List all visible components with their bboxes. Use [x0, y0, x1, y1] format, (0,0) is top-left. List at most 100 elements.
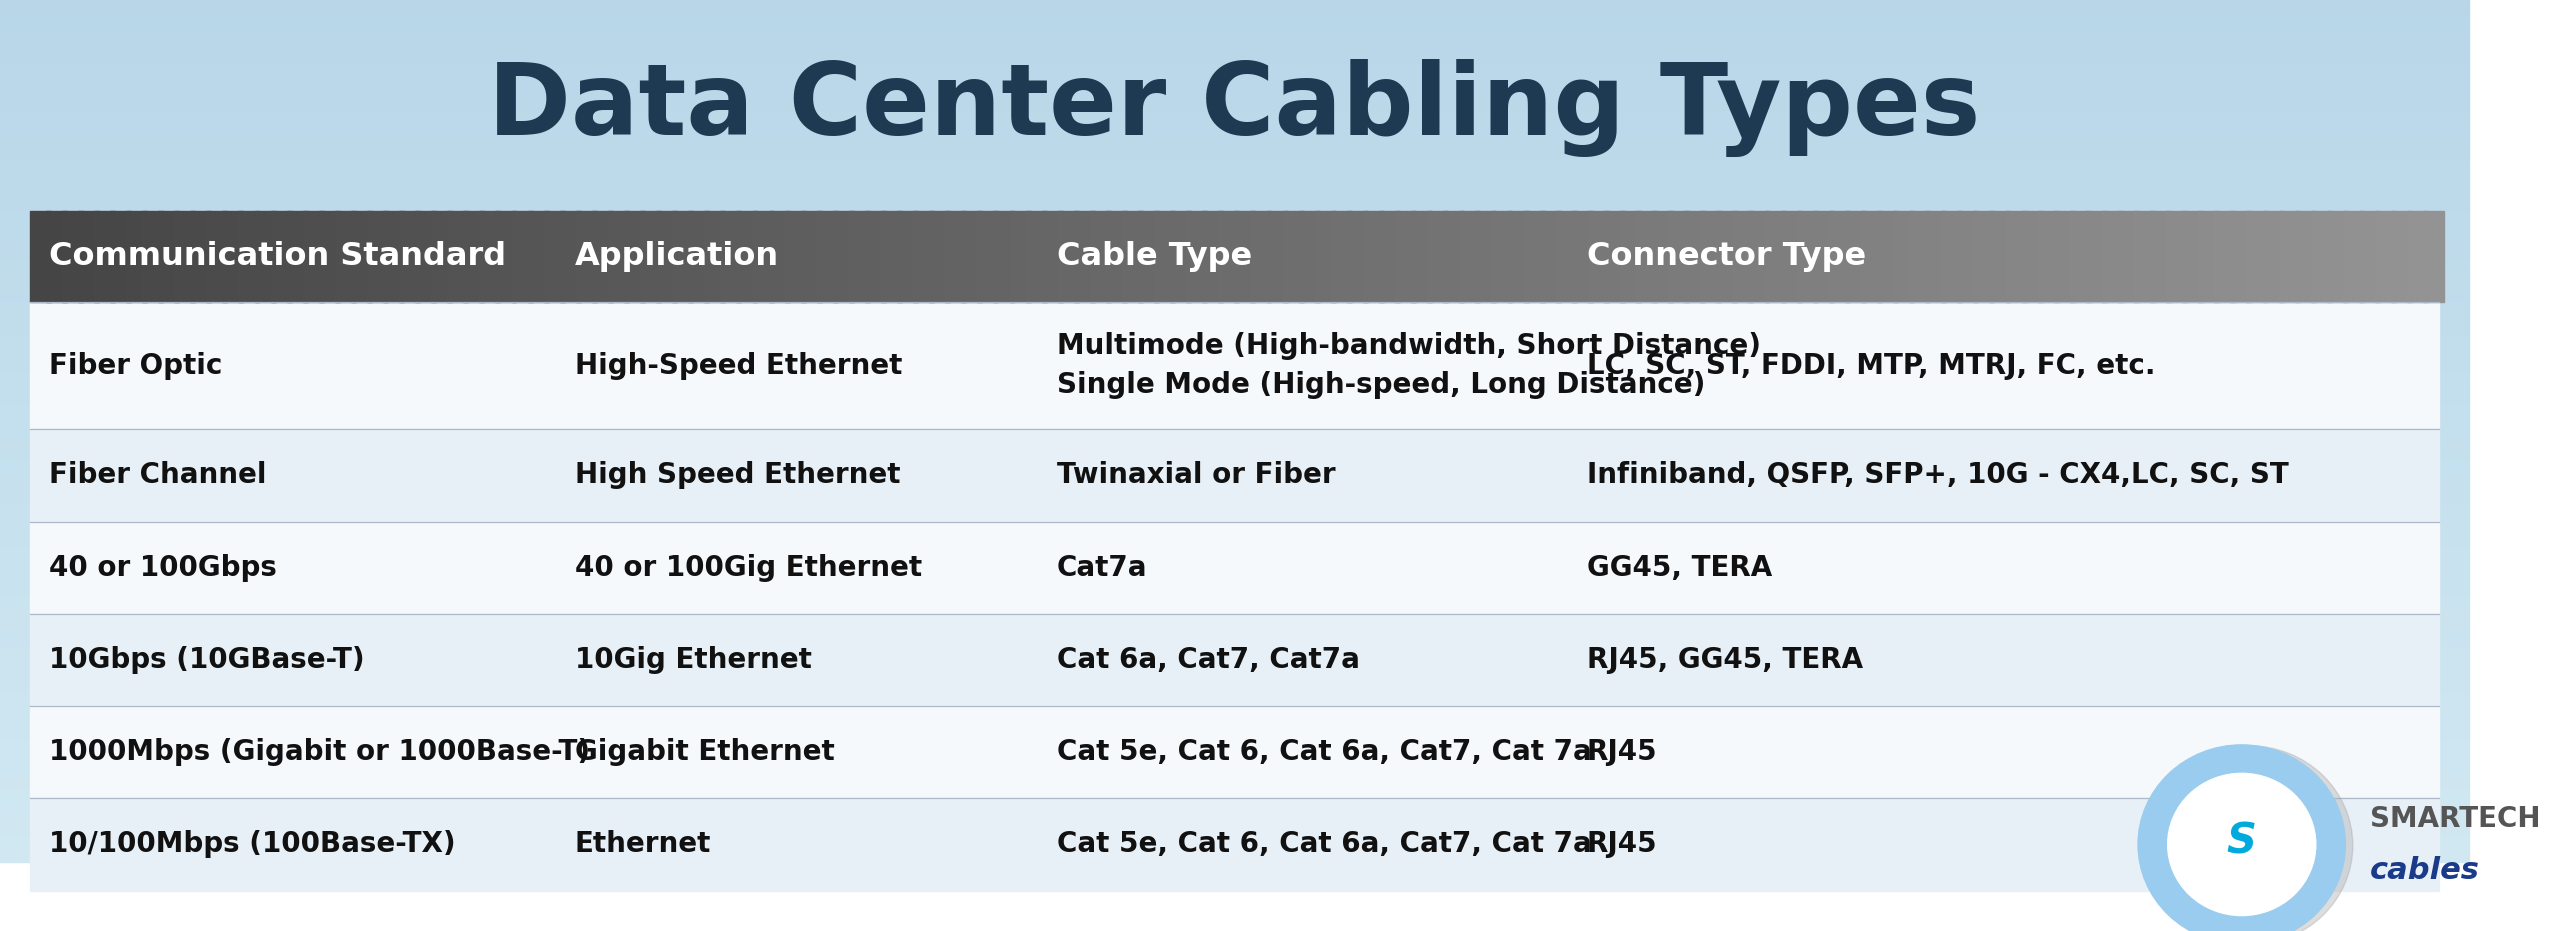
Bar [0, 90, 2468, 95]
Bar [0, 30, 2468, 34]
Bar [0, 776, 2468, 780]
Bar [0, 358, 2468, 362]
Bar [0, 849, 2468, 854]
Text: Data Center Cabling Types: Data Center Cabling Types [489, 59, 1981, 156]
Bar [0, 410, 2468, 413]
Bar [1316, 211, 1336, 302]
Bar [0, 677, 2468, 681]
Bar [0, 116, 2468, 121]
Bar [0, 487, 2468, 492]
Bar [0, 595, 2468, 600]
Bar [1362, 211, 1385, 302]
Text: 10/100Mbps (100Base-TX): 10/100Mbps (100Base-TX) [49, 830, 456, 858]
Bar [1155, 211, 1175, 302]
Bar [1828, 211, 1851, 302]
Bar [1539, 211, 1562, 302]
Bar [2230, 211, 2250, 302]
Bar [1170, 211, 1190, 302]
Text: GG45, TERA: GG45, TERA [1587, 554, 1772, 582]
Bar [110, 211, 131, 302]
Bar [497, 211, 517, 302]
Bar [0, 844, 2468, 849]
Bar [2086, 211, 2107, 302]
Bar [0, 720, 2468, 724]
Bar [0, 426, 2468, 431]
Bar [0, 26, 2468, 30]
Bar [1846, 211, 1866, 302]
Bar [1459, 211, 1480, 302]
Bar [1812, 211, 1833, 302]
Bar [0, 560, 2468, 565]
Bar [2053, 211, 2074, 302]
Bar [2166, 211, 2186, 302]
Bar [189, 211, 212, 302]
Bar [0, 82, 2468, 87]
Bar [0, 767, 2468, 772]
Bar [351, 211, 371, 302]
Bar [1347, 211, 1367, 302]
Bar [0, 241, 2468, 246]
Bar [0, 461, 2468, 466]
Bar [0, 349, 2468, 354]
Bar [1444, 211, 1464, 302]
Bar [0, 573, 2468, 577]
Bar [0, 280, 2468, 285]
Bar [2342, 211, 2363, 302]
Bar [0, 733, 2468, 737]
Bar [0, 716, 2468, 720]
Bar [1234, 211, 1254, 302]
Bar [1556, 211, 1577, 302]
Bar [2071, 211, 2092, 302]
Bar [0, 56, 2468, 61]
Text: RJ45: RJ45 [1587, 738, 1656, 766]
Bar [0, 815, 2468, 819]
Bar [384, 211, 404, 302]
Bar [0, 621, 2468, 625]
Bar [0, 203, 2468, 207]
Bar [978, 211, 998, 302]
Bar [0, 483, 2468, 487]
Bar [1958, 211, 1979, 302]
Bar [1764, 211, 1784, 302]
Bar [0, 634, 2468, 638]
Text: Fiber Optic: Fiber Optic [49, 352, 223, 380]
Text: Multimode (High-bandwidth, Short Distance)
Single Mode (High-speed, Long Distanc: Multimode (High-bandwidth, Short Distanc… [1057, 332, 1761, 399]
Bar [929, 211, 950, 302]
Bar [0, 810, 2468, 815]
Bar [0, 177, 2468, 181]
Bar [1009, 211, 1032, 302]
Bar [0, 198, 2468, 203]
Bar [1106, 211, 1126, 302]
Bar [1940, 211, 1964, 302]
Bar [768, 211, 788, 302]
Bar [31, 211, 51, 302]
Bar [0, 418, 2468, 423]
Bar [1395, 211, 1416, 302]
Bar [1782, 211, 1802, 302]
Bar [0, 190, 2468, 194]
Bar [0, 0, 2468, 5]
Bar [0, 95, 2468, 99]
Bar [0, 854, 2468, 857]
Bar [0, 39, 2468, 43]
Bar [865, 211, 886, 302]
Bar [1892, 211, 1915, 302]
Bar [0, 587, 2468, 590]
Bar [61, 211, 82, 302]
Bar [0, 659, 2468, 664]
Bar [0, 449, 2468, 452]
Bar [0, 569, 2468, 573]
Bar [945, 211, 965, 302]
Bar [0, 647, 2468, 651]
Text: Cat 5e, Cat 6, Cat 6a, Cat7, Cat 7a: Cat 5e, Cat 6, Cat 6a, Cat7, Cat 7a [1057, 830, 1592, 858]
Bar [1974, 211, 1994, 302]
Bar [0, 651, 2468, 655]
Bar [0, 505, 2468, 508]
Bar [0, 707, 2468, 711]
Bar [0, 18, 2468, 21]
Bar [0, 819, 2468, 823]
Bar [0, 547, 2468, 552]
Text: 1000Mbps (Gigabit or 1000Base-T): 1000Mbps (Gigabit or 1000Base-T) [49, 738, 591, 766]
Bar [0, 388, 2468, 392]
Bar [0, 13, 2468, 18]
